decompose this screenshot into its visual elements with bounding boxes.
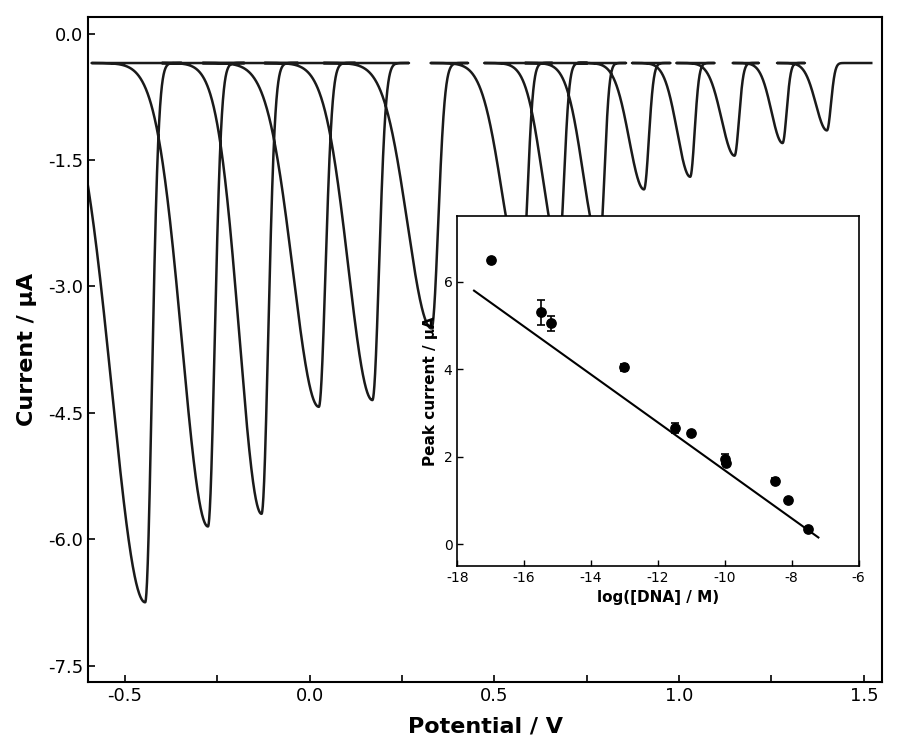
X-axis label: Potential / V: Potential / V [407,716,563,736]
Y-axis label: Current / μA: Current / μA [17,273,37,426]
